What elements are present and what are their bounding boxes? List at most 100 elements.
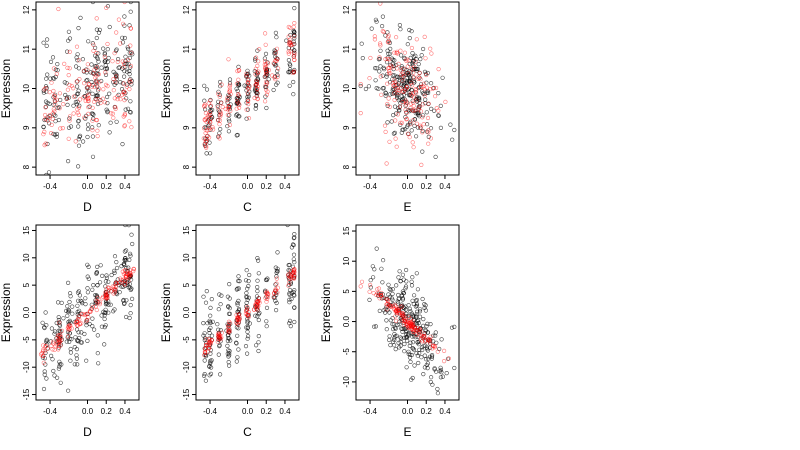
data-point [273, 58, 278, 63]
data-point [215, 339, 220, 344]
data-point [64, 339, 69, 344]
data-point [385, 56, 390, 62]
data-point [381, 258, 386, 263]
data-point [107, 24, 112, 30]
data-point [226, 319, 232, 324]
data-point [86, 315, 91, 320]
data-point [122, 68, 127, 74]
data-point [96, 72, 101, 77]
data-point [86, 111, 91, 116]
data-point [408, 55, 413, 61]
data-point [247, 272, 252, 278]
data-point [52, 373, 57, 378]
data-point [416, 330, 421, 336]
data-point [291, 236, 297, 241]
data-point [66, 308, 72, 314]
data-point [118, 97, 123, 102]
data-point [373, 324, 379, 329]
data-point [125, 106, 131, 111]
data-point [94, 16, 99, 21]
data-point [413, 59, 418, 64]
x-tick-label: 0.0 [82, 407, 94, 416]
data-point [400, 127, 405, 132]
data-point [219, 82, 224, 87]
y-tick-label: 9 [342, 125, 351, 130]
data-point [274, 276, 279, 281]
data-point [265, 291, 271, 296]
data-point [275, 74, 280, 79]
data-point [379, 290, 384, 296]
data-point [92, 99, 97, 104]
data-point [208, 151, 213, 156]
data-point [428, 379, 433, 385]
data-point [399, 293, 405, 298]
data-point [128, 99, 133, 104]
data-point [393, 86, 399, 91]
data-point [67, 66, 72, 71]
data-point [409, 45, 415, 51]
x-tick-label: 0.4 [279, 407, 291, 416]
data-point [247, 321, 252, 326]
data-point [423, 357, 429, 362]
data-point [287, 300, 292, 305]
y-tick-label: 12 [22, 5, 31, 14]
data-point [263, 83, 268, 88]
data-point [443, 99, 448, 104]
data-point [113, 106, 118, 111]
data-point [209, 333, 215, 338]
data-point [75, 338, 80, 343]
data-point [243, 311, 248, 316]
data-point [256, 334, 261, 339]
data-point [392, 97, 397, 103]
data-point [234, 106, 239, 111]
data-point [245, 107, 250, 112]
data-point [438, 103, 443, 108]
data-point [245, 329, 250, 335]
data-point [228, 320, 233, 325]
data-point [446, 356, 452, 361]
data-point [96, 123, 101, 128]
data-point [440, 374, 446, 379]
data-point [76, 124, 81, 129]
data-point [392, 302, 397, 308]
data-point [78, 340, 83, 345]
data-point [122, 282, 127, 287]
data-point [204, 151, 209, 156]
data-point [89, 302, 94, 307]
data-point [109, 111, 114, 116]
data-point [394, 144, 399, 149]
data-point [65, 326, 70, 331]
y-tick-label: -5 [342, 348, 351, 356]
data-point [411, 103, 416, 108]
data-point [54, 71, 59, 76]
data-point [438, 375, 444, 380]
data-point [112, 96, 117, 101]
data-point [400, 272, 406, 277]
data-point [86, 105, 91, 110]
data-point [422, 34, 427, 40]
data-point [372, 324, 377, 329]
data-point [49, 122, 54, 127]
data-point [418, 77, 423, 82]
data-point [384, 327, 389, 332]
data-point [393, 118, 398, 123]
data-point [390, 73, 396, 78]
data-point [452, 324, 457, 330]
data-point [417, 347, 422, 352]
data-point [95, 264, 100, 270]
data-point [417, 314, 423, 319]
data-point [411, 329, 416, 335]
points [358, 2, 457, 167]
data-point [83, 98, 88, 103]
data-point [106, 302, 111, 307]
data-point [273, 287, 278, 292]
data-point [403, 127, 408, 132]
data-point [111, 76, 116, 82]
data-point [209, 297, 214, 302]
data-point [404, 116, 409, 121]
data-point [377, 55, 382, 60]
data-point [131, 269, 136, 274]
data-point [246, 116, 252, 121]
data-point [358, 110, 363, 116]
data-point [62, 80, 67, 85]
